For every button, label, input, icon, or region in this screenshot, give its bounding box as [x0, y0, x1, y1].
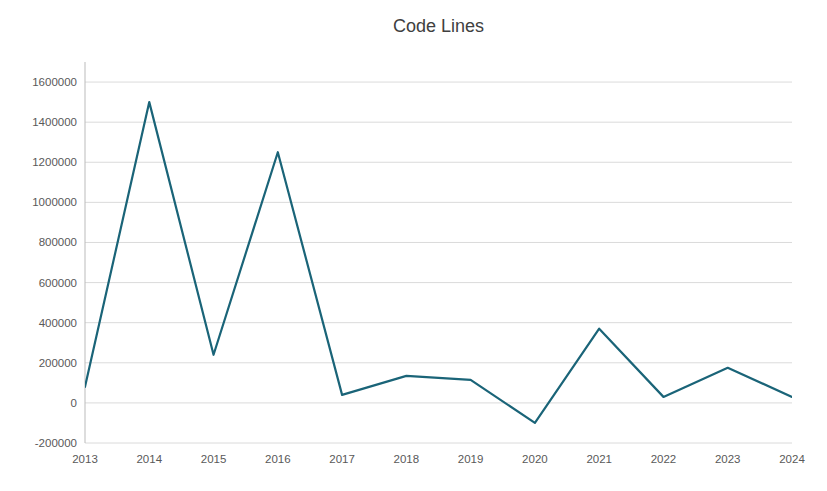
grid-line — [85, 242, 792, 243]
y-tick-label: 1200000 — [32, 156, 77, 168]
y-tick-label: 400000 — [39, 317, 77, 329]
grid-line — [85, 122, 792, 123]
y-tick-label: 800000 — [39, 236, 77, 248]
x-tick-label: 2022 — [651, 453, 677, 465]
grid — [85, 82, 792, 443]
x-tick-label: 2019 — [458, 453, 484, 465]
line — [85, 102, 792, 423]
title: Code Lines — [393, 16, 484, 36]
y-tick-label: 1600000 — [32, 76, 77, 88]
y-tick-label: 600000 — [39, 277, 77, 289]
grid-line — [85, 82, 792, 83]
x-tick-label: 2014 — [136, 453, 162, 465]
x-tick-label: 2021 — [586, 453, 612, 465]
x-tick-label: 2023 — [715, 453, 741, 465]
grid-line — [85, 322, 792, 323]
y-tick-label: -200000 — [35, 437, 77, 449]
grid-line — [85, 162, 792, 163]
y-tick-label: 1400000 — [32, 116, 77, 128]
x-tick-label: 2018 — [394, 453, 420, 465]
grid-line — [85, 202, 792, 203]
x-tick-label: 2024 — [779, 453, 805, 465]
x-tick-label: 2017 — [329, 453, 355, 465]
grid-line — [85, 362, 792, 363]
grid-line — [85, 402, 792, 403]
y-tick-label: 200000 — [39, 357, 77, 369]
x-tick-label: 2020 — [522, 453, 548, 465]
grid-line — [85, 443, 792, 444]
grid-line — [85, 282, 792, 283]
y-tick-label: 1000000 — [32, 196, 77, 208]
series — [85, 102, 792, 423]
chart-svg: Code Lines -200000 0 200000 400000 600000 8000… — [0, 0, 827, 491]
x-tick-label: 2016 — [265, 453, 291, 465]
chart-container: Code Lines -200000 0 200000 400000 600000 8000… — [0, 0, 827, 491]
x-tick-label: 2013 — [72, 453, 98, 465]
y-tick-label: 0 — [71, 397, 77, 409]
x-tick-label: 2015 — [201, 453, 227, 465]
